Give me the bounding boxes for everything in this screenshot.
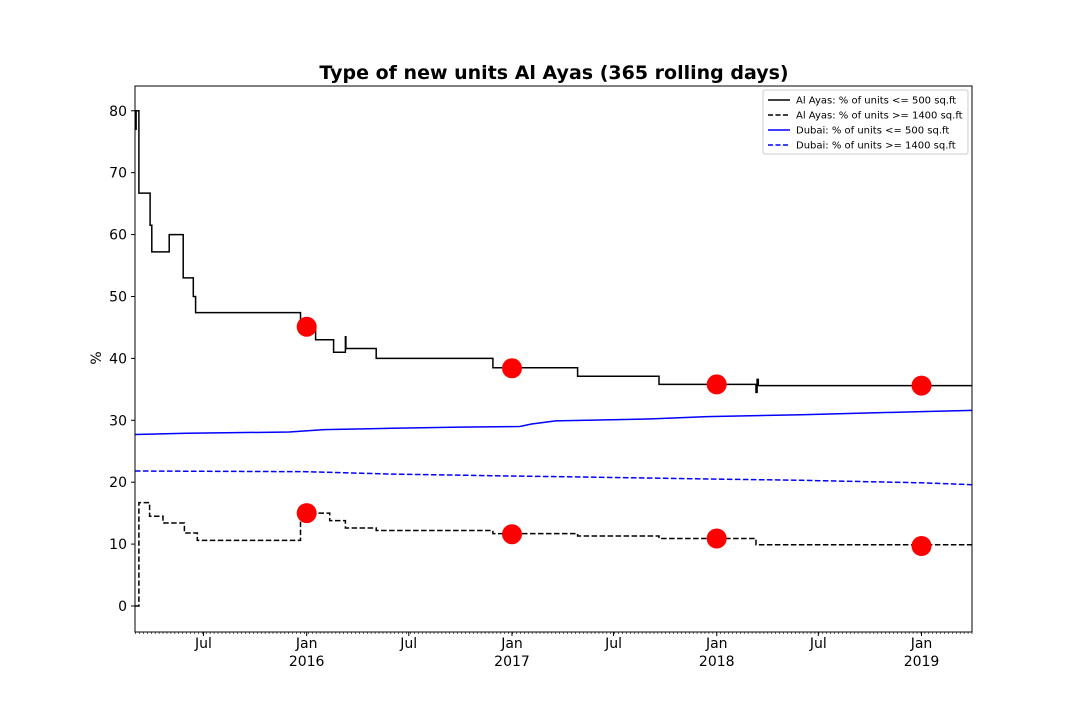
legend-entry-3: Dubai: % of units >= 1400 sq.ft	[796, 141, 956, 152]
x-tick-label: Jul	[809, 636, 827, 652]
x-tick-label: Jan	[910, 636, 933, 652]
legend-entry-0: Al Ayas: % of units <= 500 sq.ft	[796, 96, 956, 107]
x-tick-year-label: 2019	[904, 654, 940, 670]
y-tick-label: 60	[109, 228, 127, 244]
plot-frame	[134, 85, 973, 633]
y-tick-label: 20	[109, 475, 127, 491]
series-line-3	[134, 470, 973, 486]
red-marker-4	[296, 503, 317, 524]
x-tick-label: Jan	[500, 636, 523, 652]
series-line-2	[134, 409, 973, 436]
series-line-1	[135, 501, 972, 607]
x-tick-label: Jul	[194, 636, 212, 652]
x-tick-year-label: 2018	[699, 654, 735, 670]
y-tick-label: 80	[109, 104, 127, 120]
y-tick-label: 30	[109, 413, 127, 429]
y-tick-label: 10	[109, 537, 127, 553]
legend-entry-1: Al Ayas: % of units >= 1400 sq.ft	[796, 111, 963, 122]
legend-box	[762, 89, 969, 155]
y-tick-label: 40	[109, 351, 127, 367]
red-marker-2	[706, 374, 727, 395]
y-tick-label: 70	[109, 166, 127, 182]
y-tick-label: 0	[118, 599, 127, 615]
chart-title: Type of new units Al Ayas (365 rolling d…	[319, 62, 788, 84]
y-tick-label: 50	[109, 289, 127, 305]
x-tick-label: Jul	[604, 636, 622, 652]
x-axis: Jul Jan 2016 Jul Jan 2017 Jul Jan 2018 Jul Jan 2019	[135, 632, 973, 670]
y-axis-label: %	[89, 351, 105, 364]
plot-area	[134, 110, 973, 607]
red-marker-0	[296, 316, 317, 337]
x-tick-label: Jul	[399, 636, 417, 652]
red-marker-3	[911, 375, 932, 396]
y-axis: 0 10 20 30 40 50 60 70 80	[109, 104, 135, 615]
legend: Al Ayas: % of units <= 500 sq.ft Al Ayas:…	[762, 89, 969, 155]
x-tick-year-label: 2017	[494, 654, 530, 670]
red-marker-1	[502, 358, 522, 379]
x-tick-year-label: 2016	[289, 654, 325, 670]
red-marker-7	[911, 536, 932, 556]
series-line-0	[135, 110, 972, 394]
red-marker-5	[502, 524, 522, 545]
x-tick-label: Jan	[295, 636, 318, 652]
legend-entry-2: Dubai: % of units <= 500 sq.ft	[796, 126, 949, 137]
x-tick-label: Jan	[705, 636, 728, 652]
red-marker-6	[706, 528, 727, 549]
